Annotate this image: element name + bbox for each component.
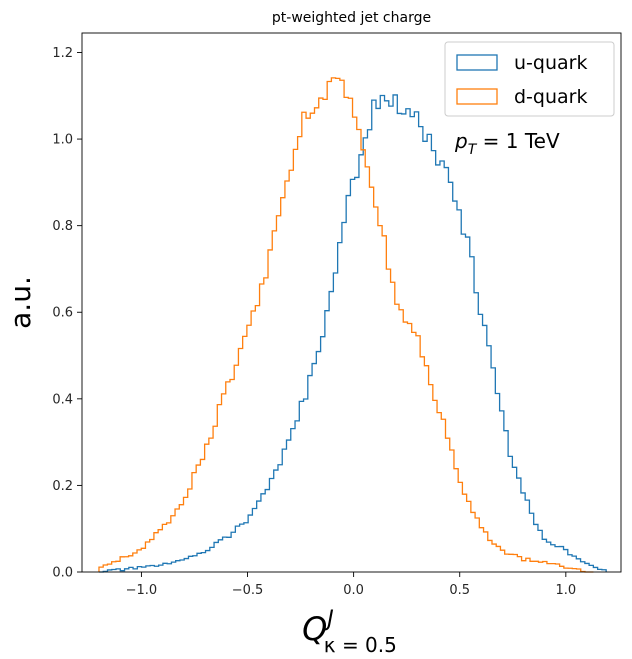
x-tick-label: 1.0 bbox=[555, 583, 576, 598]
legend-swatch-u-quark bbox=[456, 54, 498, 71]
y-tick-label: 0.0 bbox=[52, 566, 73, 581]
x-tick-label: 0.0 bbox=[343, 583, 364, 598]
x-label-sup: J bbox=[323, 607, 334, 632]
histogram-layer bbox=[98, 77, 607, 573]
x-tick-label: −0.5 bbox=[232, 583, 264, 598]
x-tick-label: −1.0 bbox=[126, 583, 158, 598]
y-tick-label: 0.2 bbox=[52, 479, 73, 494]
ticks-layer: −1.0 −0.5 0.0 0.5 1.0 0.0 0.2 0.4 0.6 0.8 1.0 1.2 bbox=[52, 46, 576, 598]
annot-symbol: p bbox=[454, 129, 468, 153]
y-tick-label: 0.6 bbox=[52, 306, 73, 321]
x-tick-label: 0.5 bbox=[449, 583, 470, 598]
chart-title: pt-weighted jet charge bbox=[272, 10, 431, 26]
legend: u-quark d-quark bbox=[444, 41, 615, 117]
histogram-d-quark bbox=[98, 77, 594, 573]
pt-annotation: pT = 1 TeV bbox=[454, 129, 560, 158]
y-tick-label: 1.2 bbox=[52, 46, 73, 61]
legend-label-d-quark: d-quark bbox=[514, 86, 587, 108]
y-tick-label: 0.8 bbox=[52, 219, 73, 234]
x-label-base: Q bbox=[302, 610, 327, 648]
legend-swatch-d-quark bbox=[456, 88, 498, 105]
y-axis-label: a.u. bbox=[4, 276, 37, 329]
plot-frame bbox=[81, 32, 622, 573]
y-tick-label: 1.0 bbox=[52, 133, 73, 148]
x-axis-label: QJ κ = 0.5 bbox=[302, 607, 397, 657]
annot-sub: T bbox=[468, 142, 478, 158]
x-label-sub: κ = 0.5 bbox=[324, 633, 397, 657]
legend-box bbox=[444, 41, 615, 117]
legend-label-u-quark: u-quark bbox=[514, 52, 587, 74]
y-tick-label: 0.4 bbox=[52, 392, 73, 407]
histogram-u-quark bbox=[98, 94, 607, 573]
annot-rest: = 1 TeV bbox=[476, 129, 560, 153]
